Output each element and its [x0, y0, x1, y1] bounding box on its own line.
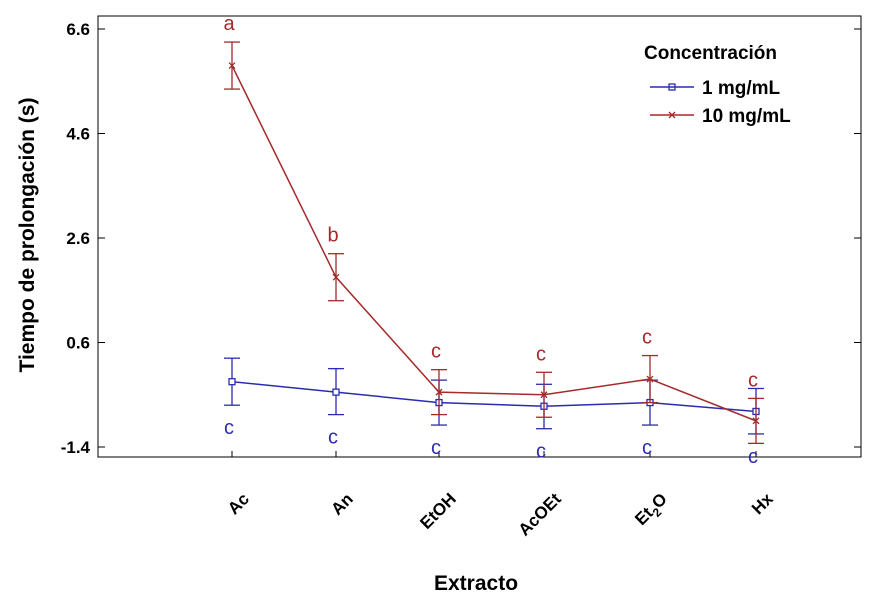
- data-point: [752, 417, 760, 425]
- x-tick-label: Et2O: [631, 489, 673, 531]
- data-point: [228, 62, 236, 70]
- x-tick-label: EtOH: [416, 489, 459, 532]
- series-2: a b c c c c: [223, 13, 764, 444]
- data-point: [332, 388, 340, 396]
- x-tick-label: AcOEt: [515, 489, 565, 539]
- significance-letter: c: [328, 427, 338, 449]
- significance-letter: c: [536, 343, 546, 365]
- significance-letter: a: [223, 13, 235, 35]
- data-point: [228, 378, 236, 386]
- series-layer: c c c c c c a b c c c c: [223, 13, 764, 468]
- significance-letter: c: [536, 441, 546, 463]
- y-tick-label: 2.6: [66, 229, 90, 248]
- significance-letter: c: [431, 341, 441, 363]
- significance-letter: c: [431, 437, 441, 459]
- data-point: [646, 375, 654, 383]
- significance-letter: c: [642, 437, 652, 459]
- legend-title: Concentración: [644, 43, 777, 64]
- series-1: c c c c c c: [224, 357, 764, 468]
- x-axis-tick-labels: Ac An EtOH AcOEt Et2O Hx: [224, 451, 777, 540]
- data-point: [435, 388, 443, 396]
- plot-area-frame: [97, 15, 862, 458]
- y-tick-label: -1.4: [61, 438, 91, 457]
- y-axis-ticks: 6.6 4.6 2.6 0.6 -1.4: [61, 20, 861, 457]
- y-tick-label: 4.6: [66, 125, 90, 144]
- series-line: [231, 65, 757, 422]
- y-axis-title: Tiempo de prolongación (s): [16, 98, 39, 373]
- legend-marker-series-1: [668, 83, 676, 91]
- legend-label-series-2: 10 mg/mL: [702, 106, 791, 127]
- data-point: [540, 391, 548, 399]
- legend-label-series-1: 1 mg/mL: [702, 78, 781, 99]
- significance-letter: c: [224, 417, 234, 439]
- legend: Concentración 1 mg/mL 10 mg/mL: [644, 43, 791, 127]
- significance-letter: c: [748, 369, 758, 391]
- legend-marker-series-2: [668, 111, 676, 119]
- significance-letter: b: [327, 225, 338, 247]
- x-tick-label: Hx: [748, 489, 777, 518]
- x-axis-title: Extracto: [434, 572, 518, 595]
- y-tick-label: 6.6: [66, 20, 90, 39]
- significance-letter: c: [642, 327, 652, 349]
- data-point: [332, 273, 340, 281]
- y-tick-label: 0.6: [66, 334, 90, 353]
- series-line: [231, 380, 757, 413]
- x-tick-label: An: [327, 489, 356, 518]
- x-tick-label: Ac: [224, 489, 253, 518]
- significance-letter: c: [748, 446, 758, 468]
